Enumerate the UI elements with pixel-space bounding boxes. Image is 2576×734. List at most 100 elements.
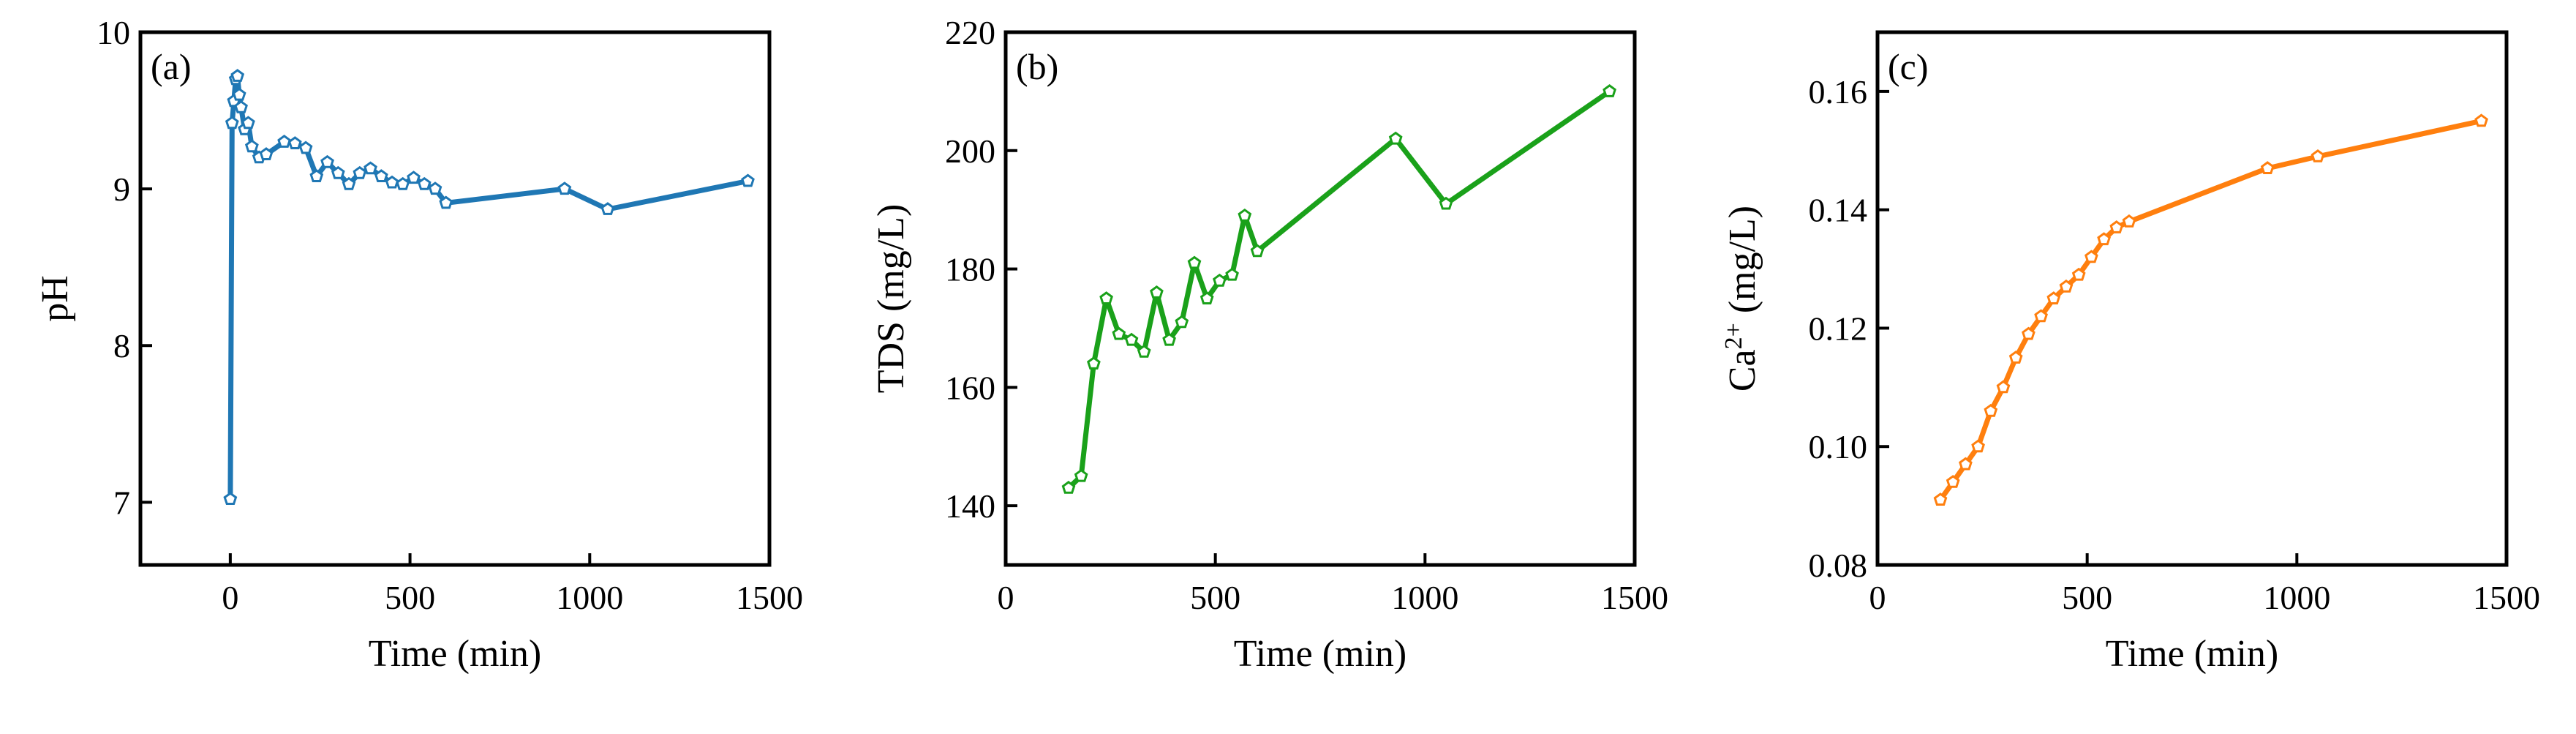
data-point: [225, 116, 239, 130]
data-point: [2474, 113, 2488, 127]
y-axis-title: TDS (mg/L): [870, 204, 912, 394]
data-point: [1984, 403, 1998, 417]
data-point: [353, 165, 367, 179]
data-point: [417, 176, 432, 190]
data-point: [407, 171, 421, 184]
data-point: [223, 492, 238, 505]
y-tick-label: 0.12: [1809, 310, 1868, 347]
panel-label: (a): [151, 46, 192, 87]
data-point: [374, 169, 388, 182]
y-axis-title: pH: [34, 275, 76, 322]
x-axis-title: Time (min): [2106, 633, 2278, 675]
data-point: [1200, 291, 1214, 304]
data-point: [1971, 439, 1985, 453]
data-point: [364, 161, 377, 175]
y-tick-label: 140: [945, 487, 995, 525]
plot-frame: [1003, 30, 1637, 567]
y-axis-title: Ca2+ (mg/L): [1720, 206, 1764, 392]
data-point: [2034, 309, 2048, 323]
x-tick-label: 500: [1190, 579, 1240, 616]
x-tick-label: 0: [1869, 579, 1886, 616]
data-point: [2008, 351, 2023, 364]
data-point: [277, 135, 291, 148]
series-line: [1937, 118, 2485, 503]
data-point: [1225, 267, 1239, 281]
plot-frame: [1875, 30, 2509, 567]
plot-frame: [138, 30, 772, 567]
panel-a: (a) Time (min) pH 0 500 1000 1500 7 8 9 10: [34, 14, 803, 675]
data-point: [298, 141, 313, 154]
data-point: [1213, 273, 1227, 287]
x-tick-label: 0: [998, 579, 1014, 616]
data-point: [2046, 291, 2061, 304]
data-point: [1137, 344, 1151, 358]
data-point: [287, 136, 302, 149]
data-point: [234, 100, 248, 113]
y-tick-label: 180: [945, 251, 995, 288]
x-tick-label: 500: [2062, 579, 2112, 616]
data-point: [1388, 131, 1403, 145]
data-point: [331, 165, 345, 179]
x-axis-title: Time (min): [1234, 633, 1406, 675]
panel-label: (c): [1888, 46, 1929, 87]
panel-c: (c) Time (min) Ca2+ (mg/L) 0 500 1000 1500 0…: [1720, 30, 2540, 675]
data-point: [2122, 214, 2136, 228]
data-point: [557, 181, 572, 195]
data-point: [385, 175, 399, 189]
y-tick-label: 9: [113, 171, 130, 208]
y-tick-label: 8: [113, 327, 130, 364]
data-point: [1187, 255, 1202, 269]
data-point: [396, 176, 410, 190]
y-axis-title-main: Ca: [1722, 349, 1763, 392]
data-point: [1087, 356, 1101, 370]
data-point: [244, 139, 259, 153]
data-point: [1603, 84, 1616, 97]
series-line: [227, 73, 750, 502]
data-point: [2097, 232, 2111, 246]
x-tick-label: 1000: [556, 579, 623, 616]
data-point: [1124, 332, 1139, 346]
data-point: [1162, 332, 1176, 346]
data-point: [428, 181, 442, 195]
data-point: [309, 169, 324, 182]
data-point: [232, 87, 246, 101]
data-point: [342, 176, 356, 190]
data-point: [1099, 291, 1113, 304]
data-point: [1946, 474, 1960, 488]
data-point: [2022, 326, 2035, 340]
y-tick-label: 0.08: [1809, 547, 1868, 584]
data-point: [2109, 220, 2124, 233]
x-tick-label: 1500: [1601, 579, 1668, 616]
data-point: [1933, 493, 1948, 506]
y-tick-label: 200: [945, 132, 995, 170]
series-line: [1066, 89, 1613, 491]
panel-label: (b): [1016, 46, 1058, 87]
data-point: [2260, 161, 2275, 174]
data-point: [320, 154, 334, 168]
data-point: [2071, 267, 2086, 281]
data-point: [2059, 279, 2074, 293]
y-tick-label: 160: [945, 369, 995, 406]
data-point: [1074, 468, 1088, 482]
panel-b: (b) Time (min) TDS (mg/L) 0 500 1000 1500 14…: [870, 14, 1668, 675]
data-point: [2311, 149, 2325, 162]
x-tick-label: 1000: [1391, 579, 1458, 616]
data-point: [1238, 208, 1252, 222]
data-point: [241, 116, 255, 130]
data-point: [259, 147, 274, 160]
y-tick-label: 0.16: [1809, 73, 1868, 111]
data-point: [1959, 457, 1973, 471]
data-point: [1250, 244, 1265, 258]
x-axis-title: Time (min): [369, 633, 541, 675]
data-point: [230, 69, 245, 82]
x-tick-label: 1500: [736, 579, 803, 616]
data-point: [1996, 380, 2011, 394]
y-tick-label: 0.10: [1809, 428, 1868, 465]
x-tick-label: 1000: [2263, 579, 2330, 616]
x-tick-label: 500: [385, 579, 435, 616]
x-tick-label: 0: [222, 579, 238, 616]
y-axis-title-unit: (mg/L): [1722, 206, 1763, 323]
y-tick-label: 0.14: [1809, 192, 1868, 229]
data-point: [1175, 315, 1189, 329]
